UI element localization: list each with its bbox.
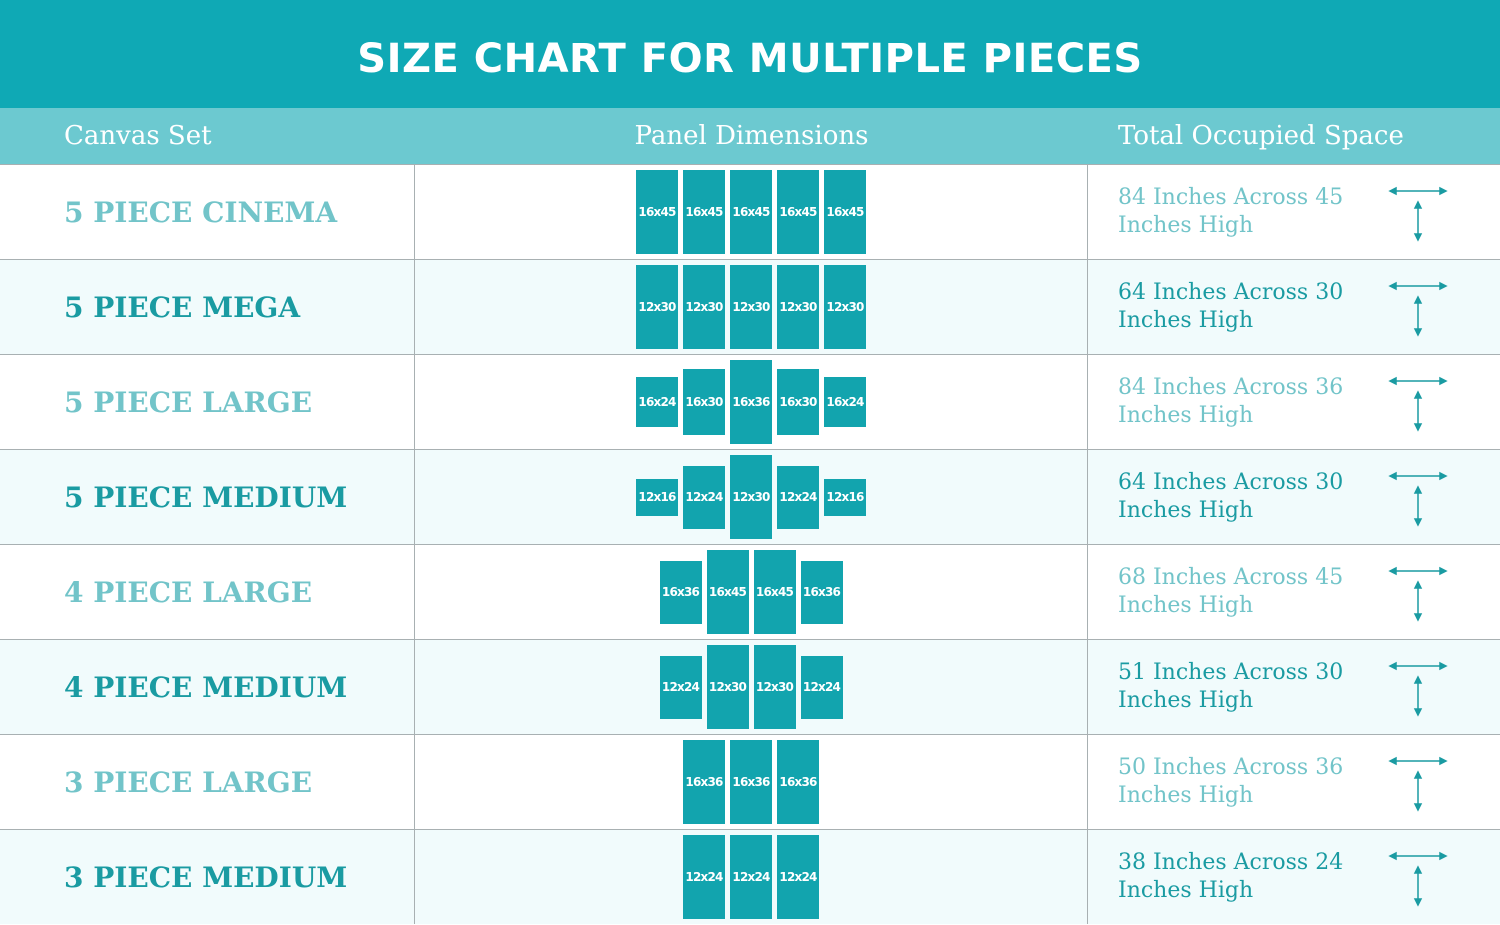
canvas-set-name: 4 PIECE MEDIUM — [64, 670, 348, 704]
panel: 16x45 — [683, 170, 725, 254]
canvas-set-name: 4 PIECE LARGE — [64, 575, 313, 609]
panel: 16x45 — [706, 550, 749, 634]
panel: 12x30 — [824, 265, 866, 349]
panel: 16x24 — [824, 377, 866, 427]
panel: 12x24 — [683, 465, 725, 529]
height-text: 24 Inches High — [1118, 850, 1344, 903]
panel: 16x45 — [636, 170, 678, 254]
occupied-space: 64 Inches Across 30 Inches High — [1118, 469, 1388, 525]
panel: 16x30 — [683, 369, 725, 435]
panel-layout: 12x30 12x30 12x30 12x30 12x30 — [636, 260, 866, 354]
occupied-space: 84 Inches Across 36 Inches High — [1118, 374, 1388, 430]
panel: 16x36 — [683, 740, 725, 824]
header-canvas-set: Canvas Set — [64, 121, 212, 151]
page-title: SIZE CHART FOR MULTIPLE PIECES — [0, 0, 1500, 108]
occupied-space: 64 Inches Across 30 Inches High — [1118, 279, 1388, 335]
panel: 12x30 — [753, 645, 796, 729]
panel: 16x45 — [753, 550, 796, 634]
panel: 16x36 — [730, 740, 772, 824]
occupied-space: 50 Inches Across 36 Inches High — [1118, 754, 1388, 810]
panel-layout: 12x16 12x24 12x30 12x24 12x16 — [636, 450, 866, 544]
panel: 16x30 — [777, 369, 819, 435]
panel: 12x24 — [800, 655, 843, 719]
panel-layout: 16x36 16x45 16x45 16x36 — [659, 545, 843, 639]
panel: 12x16 — [636, 478, 678, 516]
dimension-arrows-icon — [1388, 186, 1448, 242]
canvas-set-name: 5 PIECE MEDIUM — [64, 480, 348, 514]
occupied-space: 68 Inches Across 45 Inches High — [1118, 564, 1388, 620]
dimension-arrows-icon — [1388, 756, 1448, 812]
panel: 12x30 — [777, 265, 819, 349]
dimension-arrows-icon — [1388, 376, 1448, 432]
height-text: 36 Inches High — [1118, 375, 1344, 428]
panel-layout: 16x24 16x30 16x36 16x30 16x24 — [636, 355, 866, 449]
table-row: 4 PIECE MEDIUM 12x24 12x30 12x30 12x24 51 I… — [0, 639, 1500, 734]
panel: 16x36 — [777, 740, 819, 824]
panel: 16x45 — [730, 170, 772, 254]
height-text: 30 Inches High — [1118, 660, 1344, 713]
height-text: 45 Inches High — [1118, 565, 1344, 618]
panel: 12x30 — [730, 265, 772, 349]
panel: 12x24 — [659, 655, 702, 719]
dimension-arrows-icon — [1388, 281, 1448, 337]
panel: 16x45 — [777, 170, 819, 254]
width-text: 68 Inches Across — [1118, 565, 1309, 590]
panel: 12x30 — [706, 645, 749, 729]
panel: 12x30 — [683, 265, 725, 349]
table-row: 3 PIECE MEDIUM 12x24 12x24 12x24 38 Inches… — [0, 829, 1500, 924]
panel: 16x36 — [659, 560, 702, 624]
canvas-set-name: 5 PIECE CINEMA — [64, 195, 338, 229]
table-row: 5 PIECE CINEMA 16x45 16x45 16x45 16x45 16x45… — [0, 164, 1500, 259]
table-row: 3 PIECE LARGE 16x36 16x36 16x36 50 Inches … — [0, 734, 1500, 829]
width-text: 84 Inches Across — [1118, 185, 1309, 210]
header-panel-dimensions: Panel Dimensions — [634, 121, 869, 151]
dimension-arrows-icon — [1388, 471, 1448, 527]
dimension-arrows-icon — [1388, 661, 1448, 717]
height-text: 30 Inches High — [1118, 280, 1344, 333]
width-text: 84 Inches Across — [1118, 375, 1309, 400]
canvas-set-name: 5 PIECE LARGE — [64, 385, 313, 419]
table-row: 4 PIECE LARGE 16x36 16x45 16x45 16x36 68 In… — [0, 544, 1500, 639]
height-text: 30 Inches High — [1118, 470, 1344, 523]
dimension-arrows-icon — [1388, 851, 1448, 907]
table-header: Canvas Set Panel Dimensions Total Occupi… — [0, 108, 1500, 164]
panel-layout: 16x36 16x36 16x36 — [683, 735, 819, 829]
width-text: 64 Inches Across — [1118, 470, 1309, 495]
height-text: 36 Inches High — [1118, 755, 1344, 808]
height-text: 45 Inches High — [1118, 185, 1344, 238]
panel: 12x24 — [777, 835, 819, 919]
table-row: 5 PIECE LARGE 16x24 16x30 16x36 16x30 16x24 … — [0, 354, 1500, 449]
panel: 16x36 — [800, 560, 843, 624]
occupied-space: 38 Inches Across 24 Inches High — [1118, 849, 1388, 905]
panel: 12x24 — [730, 835, 772, 919]
panel-layout: 12x24 12x30 12x30 12x24 — [659, 640, 843, 734]
panel: 12x30 — [636, 265, 678, 349]
panel-layout: 16x45 16x45 16x45 16x45 16x45 — [636, 165, 866, 259]
panel: 12x24 — [683, 835, 725, 919]
width-text: 51 Inches Across — [1118, 660, 1309, 685]
canvas-set-name: 3 PIECE MEDIUM — [64, 860, 348, 894]
size-table: 5 PIECE CINEMA 16x45 16x45 16x45 16x45 16x45… — [0, 164, 1500, 924]
table-row: 5 PIECE MEGA 12x30 12x30 12x30 12x30 12x30 6… — [0, 259, 1500, 354]
panel: 12x30 — [730, 455, 772, 539]
occupied-space: 84 Inches Across 45 Inches High — [1118, 184, 1388, 240]
panel-layout: 12x24 12x24 12x24 — [683, 830, 819, 924]
header-total-space: Total Occupied Space — [1118, 121, 1404, 151]
width-text: 38 Inches Across — [1118, 850, 1309, 875]
occupied-space: 51 Inches Across 30 Inches High — [1118, 659, 1388, 715]
table-row: 5 PIECE MEDIUM 12x16 12x24 12x30 12x24 12x16… — [0, 449, 1500, 544]
panel: 16x24 — [636, 377, 678, 427]
panel: 16x45 — [824, 170, 866, 254]
panel: 12x16 — [824, 478, 866, 516]
panel: 12x24 — [777, 465, 819, 529]
width-text: 64 Inches Across — [1118, 280, 1309, 305]
dimension-arrows-icon — [1388, 566, 1448, 622]
canvas-set-name: 3 PIECE LARGE — [64, 765, 313, 799]
width-text: 50 Inches Across — [1118, 755, 1309, 780]
canvas-set-name: 5 PIECE MEGA — [64, 290, 301, 324]
panel: 16x36 — [730, 360, 772, 444]
